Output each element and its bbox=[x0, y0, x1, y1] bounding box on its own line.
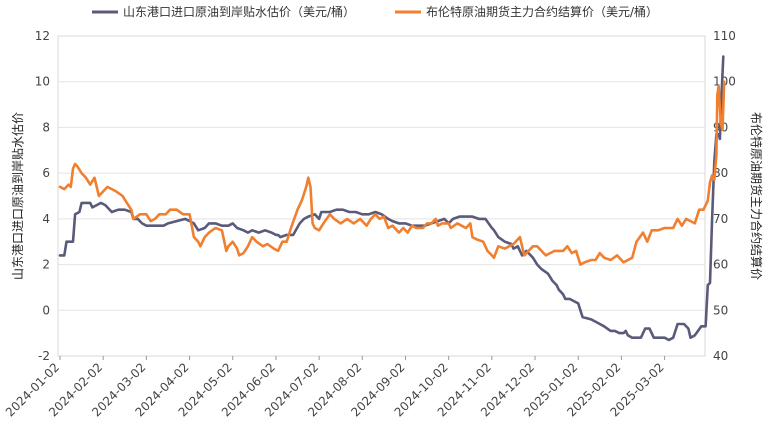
y-right-tick-label: 50 bbox=[713, 303, 728, 317]
y-left-tick-label: 4 bbox=[42, 212, 50, 226]
plot-area bbox=[58, 55, 726, 342]
legend-label: 布伦特原油期货主力合约结算价（美元/桶） bbox=[426, 4, 658, 19]
y-left-tick-label: 0 bbox=[42, 303, 50, 317]
y-left-tick-label: -2 bbox=[38, 349, 50, 363]
y-right-tick-label: 40 bbox=[713, 349, 728, 363]
y-left-tick-label: 6 bbox=[42, 166, 50, 180]
y-left-tick-label: 2 bbox=[42, 258, 50, 272]
legend-label: 山东港口进口原油到岸贴水估价（美元/桶） bbox=[123, 4, 355, 19]
y-right-tick-label: 110 bbox=[713, 29, 736, 43]
plot-frame bbox=[57, 35, 706, 357]
y-right-tick-label: 70 bbox=[713, 212, 728, 226]
y-left-axis-title: 山东港口进口原油到岸贴水估价 bbox=[11, 112, 25, 280]
series-line-discount bbox=[58, 55, 725, 342]
grid bbox=[58, 35, 705, 357]
y-right-tick-label: 80 bbox=[713, 166, 728, 180]
y-right-tick-label: 60 bbox=[713, 258, 728, 272]
y-right-axis-title: 布伦特原油期货主力合约结算价 bbox=[749, 112, 764, 280]
legend: 山东港口进口原油到岸贴水估价（美元/桶） 布伦特原油期货主力合约结算价（美元/桶） bbox=[92, 4, 658, 19]
y-left-tick-label: 10 bbox=[35, 75, 50, 89]
axes: -20246810124050607080901001102024-01-022… bbox=[3, 29, 764, 419]
y-left-tick-label: 8 bbox=[42, 120, 50, 134]
y-left-tick-label: 12 bbox=[35, 29, 50, 43]
series-line-brent bbox=[58, 80, 726, 266]
